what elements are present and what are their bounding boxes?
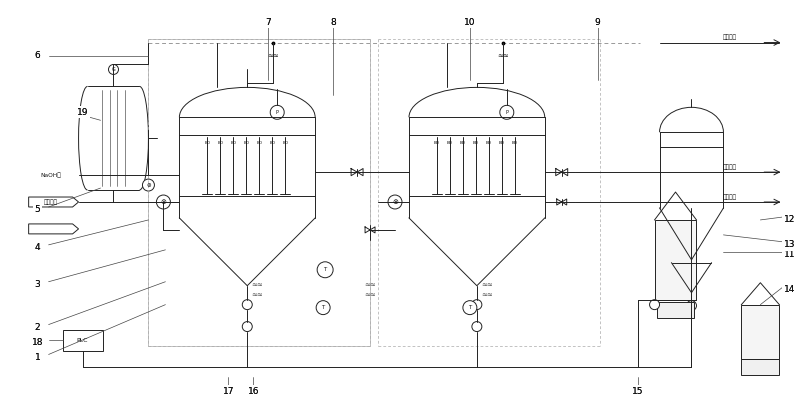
- Text: 16: 16: [247, 387, 259, 396]
- Text: 6: 6: [34, 51, 41, 60]
- Text: T: T: [323, 267, 326, 272]
- Text: 3: 3: [34, 280, 41, 289]
- Text: 17: 17: [222, 387, 234, 396]
- Text: 12: 12: [784, 215, 795, 225]
- Text: 14: 14: [784, 285, 795, 294]
- Text: 11: 11: [783, 250, 795, 259]
- Text: T: T: [322, 305, 325, 310]
- Text: BD: BD: [256, 141, 262, 145]
- Text: 2: 2: [35, 323, 41, 332]
- Text: BD: BD: [230, 141, 236, 145]
- Bar: [742, 305, 779, 360]
- Text: NaOH液: NaOH液: [40, 172, 61, 178]
- Text: 3: 3: [34, 280, 41, 289]
- Text: 15: 15: [632, 387, 643, 396]
- Circle shape: [463, 301, 477, 315]
- Text: 19: 19: [77, 108, 88, 117]
- Text: ≈≈: ≈≈: [497, 53, 509, 59]
- Text: BD: BD: [447, 141, 453, 145]
- Text: T: T: [468, 305, 471, 310]
- Text: ≈≈: ≈≈: [267, 53, 279, 59]
- Text: 7: 7: [266, 18, 271, 27]
- Text: ≈≈: ≈≈: [481, 292, 493, 298]
- Text: 13: 13: [783, 240, 795, 249]
- Text: 6: 6: [34, 51, 41, 60]
- Text: 13: 13: [783, 240, 795, 249]
- Text: P: P: [506, 110, 508, 115]
- Circle shape: [472, 322, 482, 332]
- Text: 1: 1: [34, 353, 41, 362]
- Text: BD: BD: [282, 141, 288, 145]
- Text: 19: 19: [77, 108, 88, 117]
- Text: 10: 10: [464, 18, 476, 27]
- Bar: [657, 302, 694, 318]
- Circle shape: [388, 195, 402, 209]
- Circle shape: [472, 300, 482, 309]
- Text: ≈≈: ≈≈: [251, 292, 263, 298]
- Circle shape: [142, 179, 154, 191]
- Polygon shape: [29, 224, 78, 234]
- Circle shape: [109, 65, 118, 74]
- Circle shape: [686, 301, 697, 311]
- Text: 4: 4: [35, 243, 41, 252]
- Text: BD: BD: [499, 141, 505, 145]
- Text: ≈≈: ≈≈: [251, 282, 263, 288]
- Text: BD: BD: [243, 141, 250, 145]
- Bar: [62, 330, 102, 351]
- Circle shape: [650, 300, 659, 309]
- Circle shape: [316, 301, 330, 315]
- Text: 8: 8: [330, 18, 336, 27]
- Polygon shape: [29, 197, 78, 207]
- Text: 9: 9: [594, 18, 601, 27]
- Text: 12: 12: [784, 215, 795, 225]
- Text: 1: 1: [34, 353, 41, 362]
- Text: 10: 10: [464, 18, 476, 27]
- Text: 9: 9: [594, 18, 601, 27]
- Text: 18: 18: [32, 338, 43, 347]
- Text: ⊗: ⊗: [146, 183, 150, 187]
- Text: 5: 5: [34, 206, 41, 215]
- Text: BD: BD: [460, 141, 466, 145]
- Text: BD: BD: [270, 141, 275, 145]
- Text: 17: 17: [222, 387, 234, 396]
- Text: ⊗: ⊗: [161, 199, 166, 205]
- Circle shape: [242, 322, 252, 332]
- Text: 11: 11: [783, 250, 795, 259]
- Text: ≈≈: ≈≈: [481, 282, 493, 288]
- Text: BD: BD: [434, 141, 440, 145]
- Text: BD: BD: [486, 141, 492, 145]
- Text: 8: 8: [330, 18, 336, 27]
- Text: PLC: PLC: [77, 338, 88, 343]
- Text: BD: BD: [204, 141, 210, 145]
- Text: 压缩氮气: 压缩氮气: [722, 35, 737, 40]
- Text: 14: 14: [784, 285, 795, 294]
- Text: G: G: [112, 67, 115, 72]
- Text: 5: 5: [34, 206, 41, 215]
- Text: 7: 7: [266, 18, 271, 27]
- Text: 尾气排放: 尾气排放: [722, 194, 737, 200]
- Text: BD: BD: [512, 141, 518, 145]
- Text: ⊗: ⊗: [392, 199, 398, 205]
- Text: ≈≈: ≈≈: [364, 292, 376, 298]
- Text: 4: 4: [35, 243, 41, 252]
- Text: 2: 2: [35, 323, 41, 332]
- Text: 废气进入: 废气进入: [44, 199, 58, 205]
- Text: P: P: [276, 110, 278, 115]
- Text: 18: 18: [32, 338, 43, 347]
- Text: 16: 16: [247, 387, 259, 396]
- Circle shape: [242, 300, 252, 309]
- Circle shape: [157, 195, 170, 209]
- Bar: [149, 38, 370, 345]
- Bar: [742, 360, 779, 375]
- Text: BD: BD: [473, 141, 479, 145]
- Text: 15: 15: [632, 387, 643, 396]
- Text: ≈≈: ≈≈: [364, 282, 376, 288]
- Text: BD: BD: [218, 141, 223, 145]
- Circle shape: [317, 262, 333, 278]
- Bar: [654, 220, 697, 300]
- Text: 净化气体: 净化气体: [722, 164, 737, 170]
